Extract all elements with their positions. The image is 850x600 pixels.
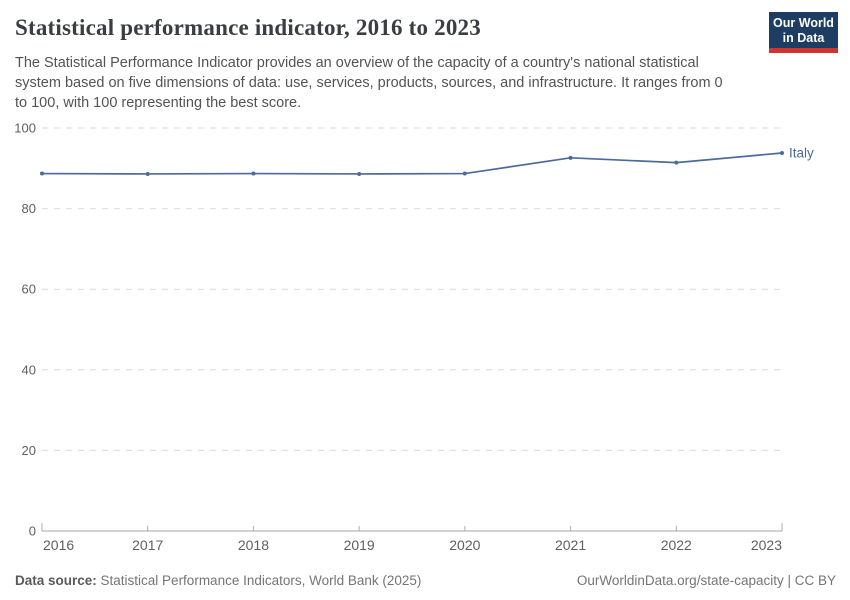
y-axis-tick-label: 60 bbox=[22, 282, 36, 297]
data-source-label: Data source: bbox=[15, 573, 97, 588]
owid-logo-line1: Our World bbox=[773, 16, 834, 30]
data-point[interactable] bbox=[251, 171, 256, 176]
y-axis-tick-label: 40 bbox=[22, 362, 36, 377]
owid-logo-line2: in Data bbox=[782, 30, 825, 45]
data-source-text: Statistical Performance Indicators, Worl… bbox=[96, 573, 422, 588]
y-axis-tick-label: 0 bbox=[29, 524, 36, 539]
x-axis-tick-label: 2022 bbox=[661, 537, 692, 553]
footer-link[interactable]: OurWorldinData.org/state-capacity | CC B… bbox=[576, 573, 836, 588]
subtitle-line: system based on five dimensions of data:… bbox=[15, 75, 723, 91]
data-point[interactable] bbox=[674, 160, 679, 165]
x-axis-tick-label: 2021 bbox=[555, 537, 586, 553]
subtitle-line: The Statistical Performance Indicator pr… bbox=[15, 55, 699, 71]
x-axis-tick-label: 2019 bbox=[344, 537, 375, 553]
x-axis-tick-label: 2016 bbox=[43, 537, 74, 553]
chart-subtitle: The Statistical Performance Indicator pr… bbox=[15, 53, 755, 113]
chart-footer: Data source: Statistical Performance Ind… bbox=[15, 573, 836, 588]
x-axis-tick-label: 2020 bbox=[449, 537, 480, 553]
subtitle-line: to 100, with 100 representing the best s… bbox=[15, 95, 302, 111]
x-axis-tick-label: 2017 bbox=[132, 537, 163, 553]
y-axis-tick-label: 80 bbox=[22, 201, 36, 216]
data-point[interactable] bbox=[357, 171, 362, 176]
series-label: Italy bbox=[789, 145, 814, 160]
data-point[interactable] bbox=[145, 171, 150, 176]
data-point[interactable] bbox=[780, 150, 784, 155]
data-point[interactable] bbox=[568, 155, 573, 160]
page-title: Statistical performance indicator, 2016 … bbox=[15, 15, 481, 40]
y-axis-tick-label: 20 bbox=[22, 443, 36, 458]
chart-area: 0 20 40 60 80 100 2016 2017 2018 2019 2020 2021 2022… bbox=[0, 115, 850, 570]
data-point[interactable] bbox=[40, 171, 44, 176]
data-point[interactable] bbox=[462, 171, 467, 176]
data-line[interactable] bbox=[41, 152, 783, 175]
owid-logo[interactable]: Our World in Data bbox=[769, 12, 838, 53]
line-chart[interactable]: 0 20 40 60 80 100 2016 2017 2018 2019 2020 2021 2022… bbox=[0, 115, 850, 565]
x-axis-tick-label: 2018 bbox=[238, 537, 269, 553]
data-source: Data source: Statistical Performance Ind… bbox=[15, 573, 421, 588]
x-axis-tick-label: 2023 bbox=[751, 537, 782, 553]
y-axis-tick-label: 100 bbox=[14, 121, 36, 136]
